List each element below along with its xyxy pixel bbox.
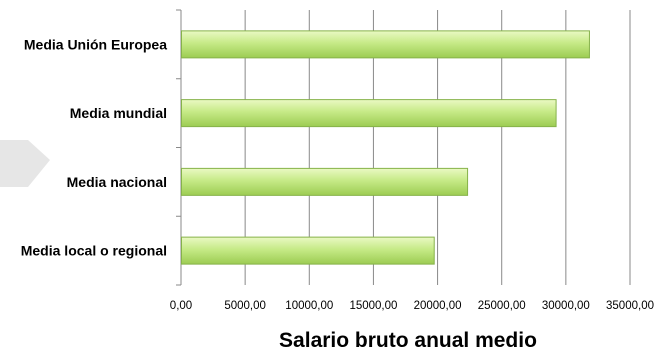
category-label: Media Unión Europea <box>24 36 167 52</box>
x-tick-labels: 0,00 5000,00 10000,00 15000,00 20000,00 25000… <box>170 300 654 312</box>
bar <box>181 30 590 59</box>
y-axis <box>176 9 182 286</box>
x-tick-label: 30000,00 <box>542 300 590 312</box>
x-tick-label: 15000,00 <box>349 300 397 312</box>
category-label: Media nacional <box>67 174 167 190</box>
bar <box>181 167 469 196</box>
x-tick-label: 35000,00 <box>606 300 654 312</box>
x-tick-label: 20000,00 <box>414 300 462 312</box>
decorative-arrow <box>0 140 50 187</box>
x-tick-label: 10000,00 <box>285 300 333 312</box>
category-label: Media local o regional <box>21 243 167 259</box>
x-tick-label: 5000,00 <box>224 300 266 312</box>
x-axis-title: Salario bruto anual medio <box>279 329 537 349</box>
category-labels: Media local o regional Media nacional Medi… <box>21 36 167 258</box>
category-label: Media mundial <box>70 105 167 121</box>
x-tick-label: 25000,00 <box>478 300 526 312</box>
bars <box>181 30 590 265</box>
bar <box>181 99 557 128</box>
x-tick-label: 0,00 <box>170 300 192 312</box>
bar <box>181 236 435 265</box>
